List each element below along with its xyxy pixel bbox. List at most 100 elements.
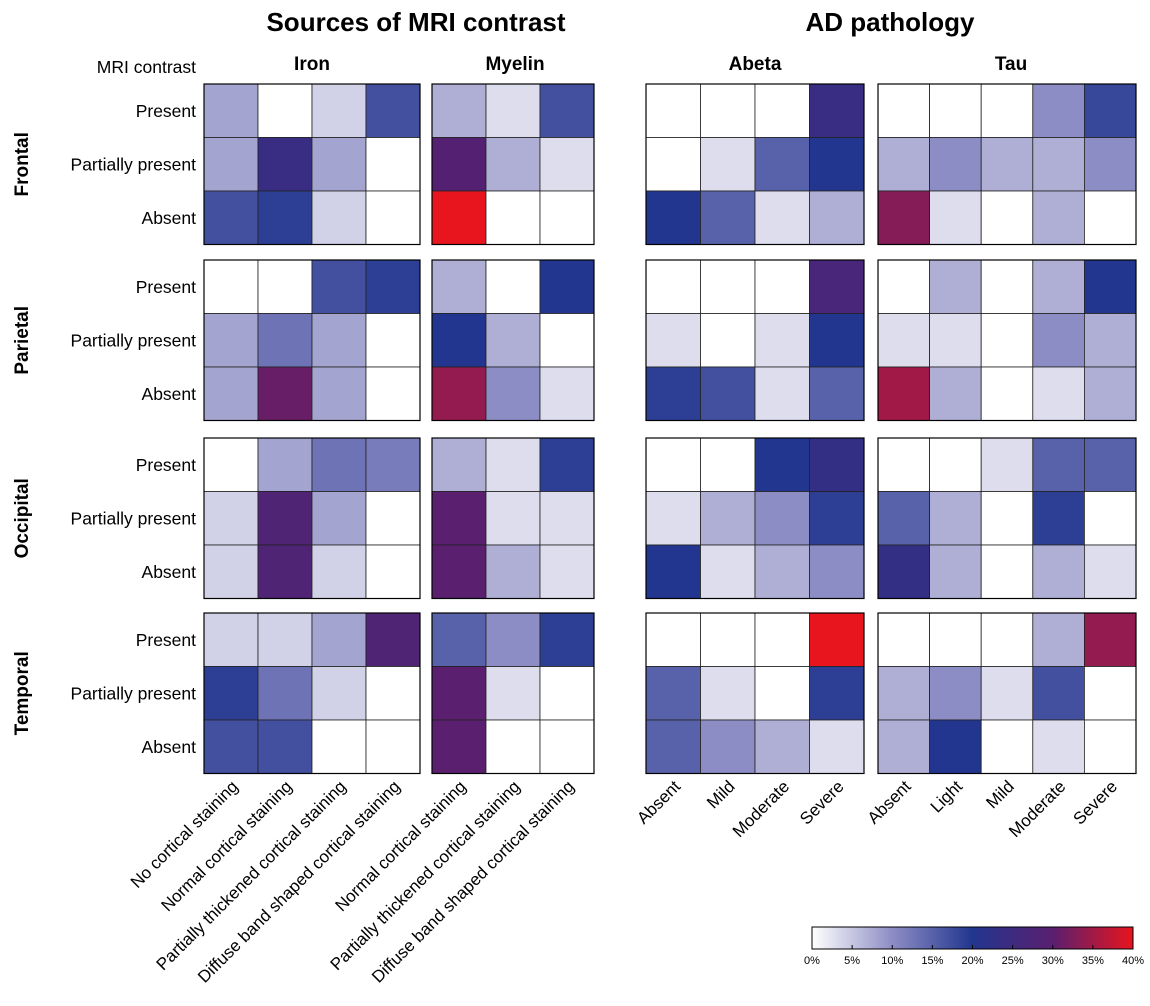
cell-abeta-occipital-present-severe <box>809 437 865 492</box>
cell-iron-parietal-partially-present-diffuse-band-shaped-cortical-staining <box>365 313 421 368</box>
cell-myelin-frontal-partially-present-diffuse-band-shaped-cortical-staining <box>539 137 595 192</box>
group-title-iron: Iron <box>294 54 330 75</box>
ad-pathology-title: AD pathology <box>806 7 976 37</box>
cell-tau-occipital-present-moderate <box>1032 437 1085 492</box>
cell-iron-temporal-partially-present-partially-thickened-cortical-staining <box>311 666 367 721</box>
cell-tau-temporal-present-moderate <box>1032 612 1085 667</box>
cell-tau-temporal-absent-light <box>929 719 982 774</box>
cell-tau-occipital-absent-mild <box>980 544 1034 599</box>
cell-myelin-parietal-partially-present-diffuse-band-shaped-cortical-staining <box>539 313 595 368</box>
cell-iron-frontal-partially-present-partially-thickened-cortical-staining <box>311 137 367 192</box>
cell-abeta-occipital-absent-mild <box>700 544 756 599</box>
cell-abeta-temporal-absent-severe <box>809 719 865 774</box>
cell-iron-parietal-absent-no-cortical-staining <box>203 366 259 421</box>
column-label-tau-light: Light <box>927 777 967 817</box>
cell-iron-parietal-partially-present-partially-thickened-cortical-staining <box>311 313 367 368</box>
cell-tau-temporal-present-mild <box>980 612 1034 667</box>
cell-abeta-frontal-partially-present-absent <box>645 137 701 192</box>
cell-tau-frontal-present-severe <box>1084 83 1137 138</box>
cell-tau-parietal-absent-light <box>929 366 982 421</box>
cell-tau-occipital-absent-light <box>929 544 982 599</box>
cell-iron-temporal-present-normal-cortical-staining <box>257 612 313 667</box>
colorbar-tick-label: 30% <box>1042 955 1064 967</box>
cell-myelin-occipital-present-normal-cortical-staining <box>431 437 487 492</box>
cell-tau-occipital-present-light <box>929 437 982 492</box>
column-label-abeta-moderate: Moderate <box>729 777 793 841</box>
cell-tau-occipital-partially-present-light <box>929 491 982 546</box>
cell-tau-parietal-absent-mild <box>980 366 1034 421</box>
colorbar: 0% 5% 10% 15% 20% 25% 30% 35% 40% <box>804 926 1144 967</box>
cell-tau-occipital-partially-present-severe <box>1084 491 1137 546</box>
cell-myelin-occipital-partially-present-partially-thickened-cortical-staining <box>485 491 541 546</box>
cell-abeta-temporal-partially-present-absent <box>645 666 701 721</box>
row-label-occipital-present: Present <box>136 455 196 475</box>
cell-tau-parietal-partially-present-light <box>929 313 982 368</box>
row-label-parietal-partially-present: Partially present <box>71 330 197 350</box>
cell-myelin-temporal-present-normal-cortical-staining <box>431 612 487 667</box>
colorbar-tick-label: 40% <box>1122 955 1144 967</box>
cell-iron-frontal-absent-partially-thickened-cortical-staining <box>311 190 367 245</box>
cell-tau-frontal-partially-present-moderate <box>1032 137 1085 192</box>
cell-tau-frontal-absent-light <box>929 190 982 245</box>
cell-abeta-occipital-partially-present-moderate <box>754 491 810 546</box>
group-title-abeta: Abeta <box>729 54 782 75</box>
column-label-tau-severe: Severe <box>1069 777 1121 829</box>
colorbar-tick-label: 25% <box>1002 955 1024 967</box>
cell-myelin-frontal-absent-diffuse-band-shaped-cortical-staining <box>539 190 595 245</box>
cell-myelin-parietal-absent-partially-thickened-cortical-staining <box>485 366 541 421</box>
cell-iron-frontal-absent-normal-cortical-staining <box>257 190 313 245</box>
cell-abeta-frontal-partially-present-moderate <box>754 137 810 192</box>
cell-tau-temporal-present-absent <box>877 612 930 667</box>
cell-myelin-parietal-partially-present-partially-thickened-cortical-staining <box>485 313 541 368</box>
region-label-parietal: Parietal <box>12 306 33 375</box>
cell-iron-occipital-partially-present-diffuse-band-shaped-cortical-staining <box>365 491 421 546</box>
cell-iron-parietal-partially-present-no-cortical-staining <box>203 313 259 368</box>
cell-abeta-occipital-present-moderate <box>754 437 810 492</box>
cell-myelin-parietal-partially-present-normal-cortical-staining <box>431 313 487 368</box>
cell-tau-frontal-absent-absent <box>877 190 930 245</box>
cell-abeta-temporal-present-severe <box>809 612 865 667</box>
cell-tau-occipital-present-absent <box>877 437 930 492</box>
cell-tau-temporal-absent-mild <box>980 719 1034 774</box>
cell-iron-occipital-present-no-cortical-staining <box>203 437 259 492</box>
cell-tau-occipital-partially-present-mild <box>980 491 1034 546</box>
cell-abeta-parietal-absent-severe <box>809 366 865 421</box>
column-label-iron-partially-thickened-cortical-staining: Partially thickened cortical staining <box>153 777 350 974</box>
cell-tau-frontal-present-light <box>929 83 982 138</box>
cell-tau-frontal-present-mild <box>980 83 1034 138</box>
cell-abeta-parietal-partially-present-severe <box>809 313 865 368</box>
cell-tau-parietal-absent-absent <box>877 366 930 421</box>
cell-tau-frontal-absent-severe <box>1084 190 1137 245</box>
cell-abeta-occipital-absent-moderate <box>754 544 810 599</box>
row-label-occipital-absent: Absent <box>142 562 197 582</box>
region-label-occipital: Occipital <box>12 478 33 558</box>
cell-tau-parietal-absent-moderate <box>1032 366 1085 421</box>
colorbar-tick-label: 15% <box>921 955 943 967</box>
column-label-tau-moderate: Moderate <box>1005 777 1069 841</box>
cell-abeta-frontal-absent-moderate <box>754 190 810 245</box>
cell-myelin-occipital-present-partially-thickened-cortical-staining <box>485 437 541 492</box>
cell-abeta-occipital-partially-present-absent <box>645 491 701 546</box>
colorbar-tick-label: 5% <box>844 955 860 967</box>
cell-iron-parietal-absent-normal-cortical-staining <box>257 366 313 421</box>
cell-iron-frontal-present-normal-cortical-staining <box>257 83 313 138</box>
cell-iron-occipital-partially-present-no-cortical-staining <box>203 491 259 546</box>
colorbar-tick-label: 10% <box>881 955 903 967</box>
cell-myelin-frontal-present-partially-thickened-cortical-staining <box>485 83 541 138</box>
cell-abeta-parietal-partially-present-absent <box>645 313 701 368</box>
cell-iron-occipital-present-partially-thickened-cortical-staining <box>311 437 367 492</box>
cell-iron-occipital-absent-partially-thickened-cortical-staining <box>311 544 367 599</box>
panel-frame-tau-parietal <box>877 259 1137 422</box>
cell-tau-parietal-present-moderate <box>1032 259 1085 314</box>
cell-abeta-temporal-present-absent <box>645 612 701 667</box>
cell-abeta-parietal-partially-present-mild <box>700 313 756 368</box>
cell-abeta-occipital-partially-present-mild <box>700 491 756 546</box>
cell-abeta-parietal-absent-moderate <box>754 366 810 421</box>
column-label-tau-absent: Absent <box>864 777 915 828</box>
cell-tau-temporal-absent-moderate <box>1032 719 1085 774</box>
cell-myelin-temporal-partially-present-partially-thickened-cortical-staining <box>485 666 541 721</box>
cell-tau-occipital-partially-present-moderate <box>1032 491 1085 546</box>
panel-frame-tau-temporal <box>877 612 1137 775</box>
cell-myelin-temporal-absent-partially-thickened-cortical-staining <box>485 719 541 774</box>
